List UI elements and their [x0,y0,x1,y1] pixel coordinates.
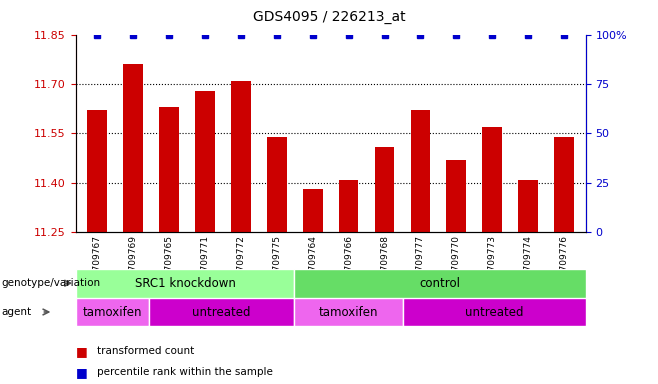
Text: ■: ■ [76,345,88,358]
Bar [554,137,574,232]
Text: transformed count: transformed count [97,346,194,356]
Bar [447,160,467,232]
Bar [482,127,502,232]
Bar [76,298,149,326]
Bar [403,298,586,326]
Bar [88,110,107,232]
Text: ■: ■ [76,366,88,379]
Bar [294,269,586,298]
Bar [374,147,394,232]
Bar [294,298,403,326]
Text: SRC1 knockdown: SRC1 knockdown [134,277,236,290]
Text: tamoxifen: tamoxifen [319,306,378,318]
Text: control: control [419,277,461,290]
Text: agent: agent [1,307,32,317]
Text: tamoxifen: tamoxifen [82,306,142,318]
Bar [159,107,179,232]
Text: untreated: untreated [192,306,251,318]
Bar [339,180,359,232]
Bar [303,189,322,232]
Bar [76,269,294,298]
Bar [231,81,251,232]
Bar [267,137,287,232]
Bar [195,91,215,232]
Bar [149,298,294,326]
Text: GDS4095 / 226213_at: GDS4095 / 226213_at [253,10,405,23]
Text: untreated: untreated [465,306,524,318]
Text: percentile rank within the sample: percentile rank within the sample [97,367,272,377]
Bar [411,110,430,232]
Bar [123,64,143,232]
Text: genotype/variation: genotype/variation [1,278,101,288]
Bar [519,180,538,232]
